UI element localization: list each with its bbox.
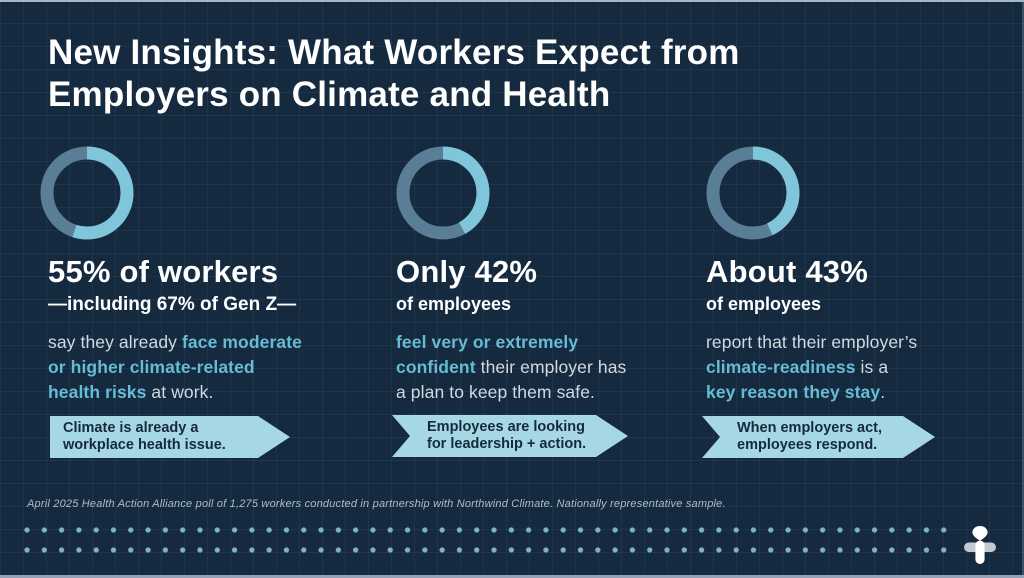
body-text-segment: say they already <box>48 332 182 352</box>
stat-column-2: Only 42% of employees feel very or extre… <box>396 146 686 405</box>
callout-banner: Employees are looking for leadership + a… <box>392 415 628 457</box>
callout-text: Employees are looking for leadership + a… <box>427 418 587 452</box>
body-text-segment: is a <box>860 357 889 377</box>
callout-text: When employers act, employees respond. <box>737 419 883 453</box>
page-title: New Insights: What Workers Expect from E… <box>48 33 740 114</box>
source-footnote: April 2025 Health Action Alliance poll o… <box>27 498 726 510</box>
stat-column-1: 55% of workers —including 67% of Gen Z— … <box>40 146 364 405</box>
stat-body-text: feel very or extremely confident their e… <box>396 330 686 405</box>
stat-subheadline: —including 67% of Gen Z— <box>48 294 297 315</box>
body-text-segment: . <box>880 382 886 402</box>
stat-body-text: report that their employer’s climate-rea… <box>706 330 1006 405</box>
stat-body-text: say they already face moderate or higher… <box>48 330 364 405</box>
health-action-alliance-logo-icon <box>964 526 996 564</box>
donut-chart-42pct <box>396 146 490 240</box>
decorative-dot-rows <box>24 527 953 554</box>
callout-banner: When employers act, employees respond. <box>702 416 935 458</box>
body-text-segment: feel very or extremely confident <box>396 332 579 377</box>
donut-chart-43pct <box>706 146 800 240</box>
body-text-segment: report that their employer’s <box>706 332 918 352</box>
callout-text: Climate is already a workplace health is… <box>63 419 226 453</box>
body-text-segment: at work. <box>146 382 214 402</box>
stat-subheadline: of employees <box>396 294 512 314</box>
body-text-segment: climate-readiness <box>706 357 856 377</box>
stat-column-3: About 43% of employees report that their… <box>706 146 1006 405</box>
body-text-segment: key reason they stay <box>706 382 881 402</box>
stat-headline: 55% of workers <box>48 254 279 289</box>
right-edge-divider <box>1022 0 1024 578</box>
callout-banner: Climate is already a workplace health is… <box>50 416 290 458</box>
top-edge-divider <box>0 0 1024 2</box>
stat-headline: Only 42% <box>396 254 538 289</box>
body-text-segment: their employer has a plan to keep them s… <box>396 357 627 402</box>
body-text-segment: face moderate or higher climate-related … <box>48 332 302 402</box>
bottom-edge-divider <box>0 575 1024 578</box>
stat-headline: About 43% <box>706 254 868 289</box>
donut-chart-55pct <box>40 146 134 240</box>
stat-subheadline: of employees <box>706 294 822 314</box>
